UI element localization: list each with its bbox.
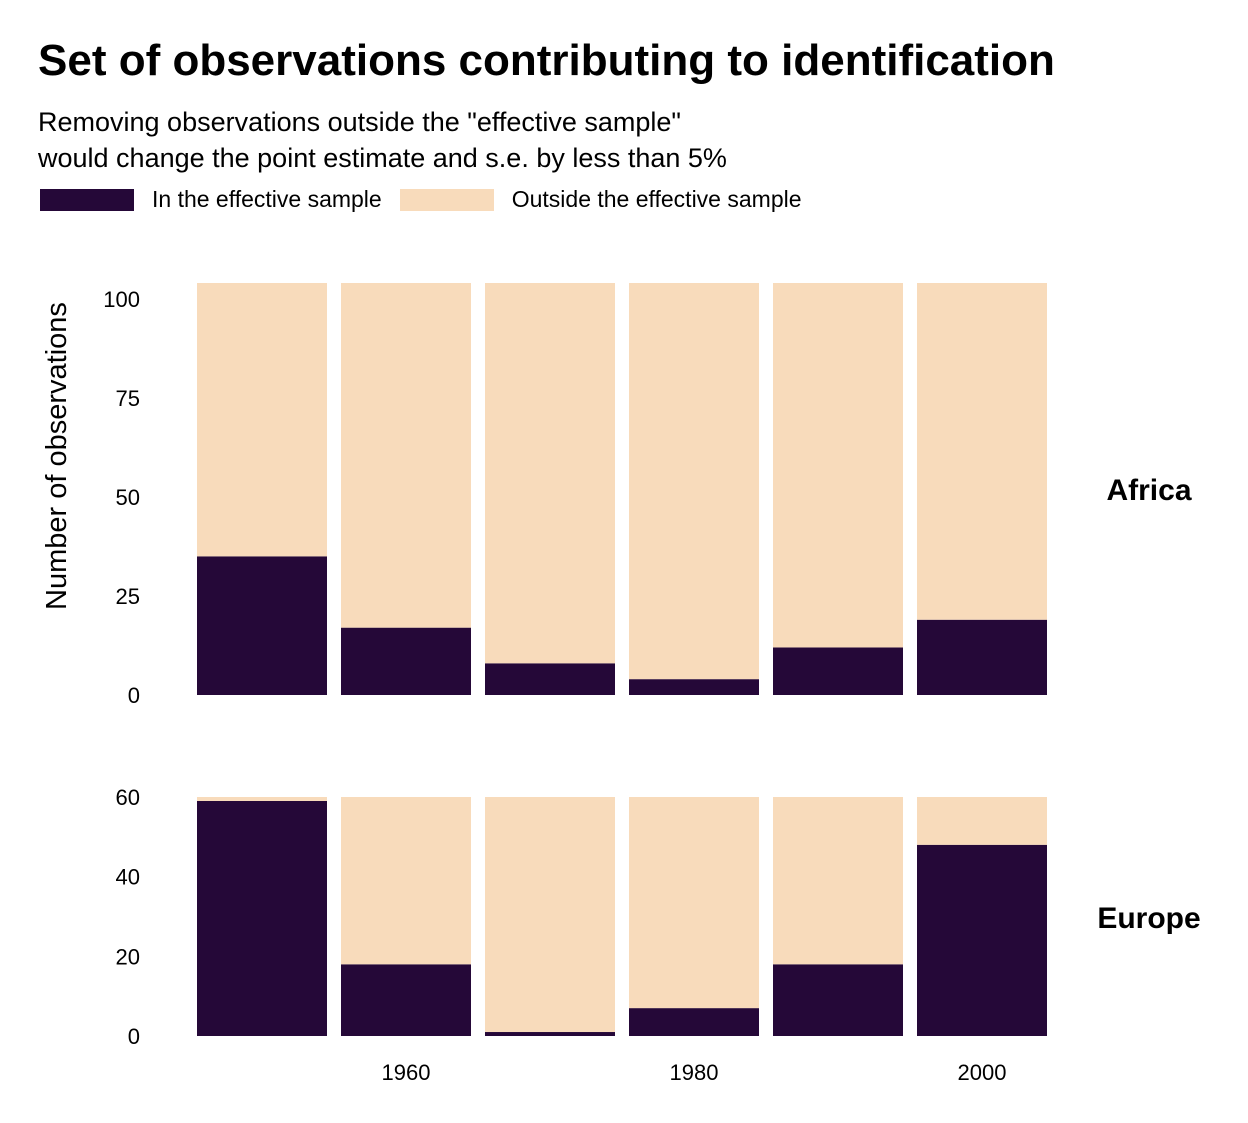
- legend-item-in: In the effective sample: [40, 186, 382, 213]
- bar-europe-1960-in: [341, 964, 471, 1036]
- ytick-africa-0: 0: [128, 683, 140, 708]
- legend: In the effective sample Outside the effe…: [40, 186, 820, 213]
- bar-africa-1970-out: [485, 283, 615, 664]
- bar-europe-2000-in: [917, 844, 1047, 1036]
- bar-africa-1960-in: [341, 627, 471, 695]
- bar-europe-2000-out: [917, 797, 1047, 845]
- legend-key-in: [40, 188, 134, 211]
- legend-item-out: Outside the effective sample: [399, 186, 802, 213]
- bar-europe-1990-in: [773, 964, 903, 1036]
- bar-europe-1990-out: [773, 797, 903, 965]
- bar-africa-1950-out: [197, 283, 327, 557]
- bar-europe-1950-in: [197, 800, 327, 1036]
- bar-europe-1970-in: [485, 1032, 615, 1036]
- ytick-africa-100: 100: [103, 287, 140, 312]
- bar-africa-1990-in: [773, 647, 903, 695]
- ytick-europe-0: 0: [128, 1024, 140, 1049]
- xtick-1980: 1980: [670, 1060, 719, 1085]
- ytick-africa-25: 25: [116, 584, 140, 609]
- legend-label-in: In the effective sample: [152, 186, 382, 212]
- bar-europe-1950-out: [197, 797, 327, 801]
- bar-africa-1970-in: [485, 663, 615, 695]
- facet-label-africa: Africa: [1106, 474, 1191, 507]
- legend-key-out: [399, 188, 494, 211]
- bar-africa-1960-out: [341, 283, 471, 628]
- bar-africa-1990-out: [773, 283, 903, 648]
- facet-label-europe: Europe: [1097, 902, 1200, 935]
- y-axis-title: Number of observations: [41, 302, 73, 610]
- bar-europe-1970-out: [485, 797, 615, 1033]
- bar-europe-1980-in: [629, 1008, 759, 1036]
- ytick-africa-75: 75: [116, 386, 140, 411]
- bar-africa-1980-in: [629, 679, 759, 695]
- xtick-2000: 2000: [958, 1060, 1007, 1085]
- chart-title: Set of observations contributing to iden…: [38, 36, 1055, 85]
- ytick-europe-20: 20: [116, 944, 140, 969]
- ytick-europe-40: 40: [116, 865, 140, 890]
- bar-africa-1980-out: [629, 283, 759, 680]
- xtick-1960: 1960: [382, 1060, 431, 1085]
- bar-africa-2000-out: [917, 283, 1047, 620]
- bar-africa-1950-in: [197, 556, 327, 695]
- chart-subtitle: Removing observations outside the "effec…: [38, 107, 727, 173]
- ytick-europe-60: 60: [116, 785, 140, 810]
- bar-africa-2000-in: [917, 619, 1047, 695]
- bar-europe-1980-out: [629, 797, 759, 1009]
- ytick-africa-50: 50: [116, 485, 140, 510]
- bar-europe-1960-out: [341, 797, 471, 965]
- legend-label-out: Outside the effective sample: [511, 186, 802, 212]
